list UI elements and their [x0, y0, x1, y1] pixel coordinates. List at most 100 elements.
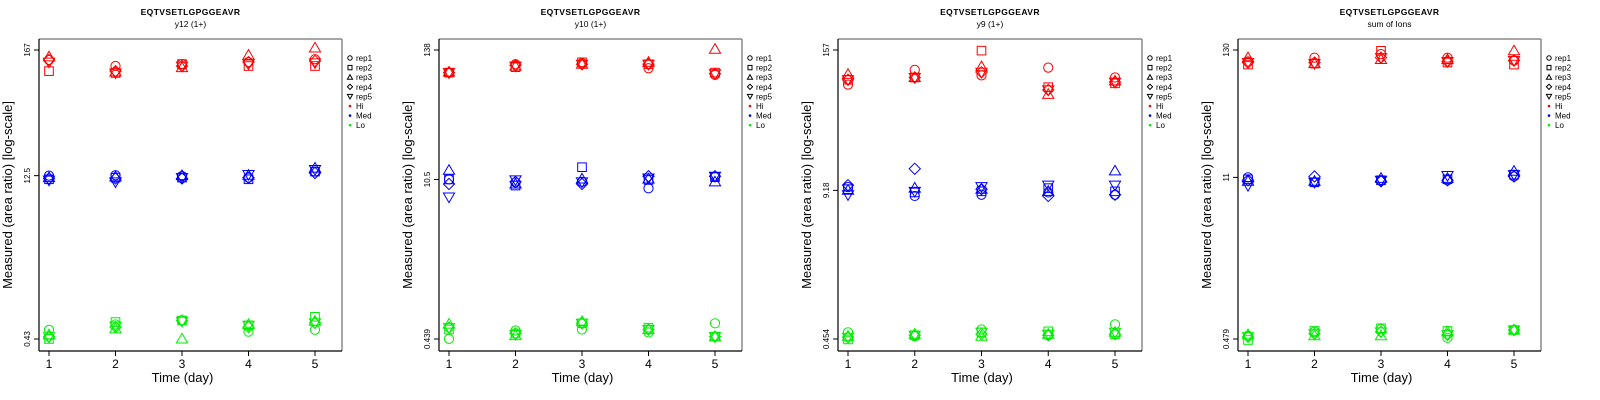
data-point-med-rep3	[42, 171, 56, 183]
data-point-med-rep2	[444, 174, 454, 185]
legend-marker-lo	[1148, 123, 1152, 127]
data-point-hi-rep5	[308, 58, 322, 70]
data-point-lo-rep1	[1442, 332, 1453, 343]
legend-marker-hi	[1148, 104, 1152, 108]
data-point-hi-rep2	[976, 45, 987, 56]
legend-marker-lo	[348, 123, 352, 127]
data-point-med-rep4	[109, 172, 122, 185]
data-point-lo-rep3	[908, 327, 922, 339]
data-point-med-rep1	[643, 183, 654, 194]
legend-label-rep2: rep2	[756, 64, 773, 73]
data-point-hi-rep5	[442, 68, 456, 80]
data-point-hi-rep1	[909, 64, 920, 75]
data-point-med-rep5	[1374, 175, 1388, 187]
legend-marker-rep3	[1545, 73, 1553, 80]
data-point-lo-rep5	[908, 330, 922, 342]
data-point-med-rep3	[1374, 171, 1388, 183]
y-tick-label: 0.454	[822, 328, 831, 349]
data-point-hi-rep5	[841, 75, 855, 87]
data-point-med-rep4	[242, 171, 255, 184]
legend-marker-rep2	[347, 64, 353, 71]
data-point-lo-rep5	[308, 318, 322, 330]
x-tick-label: 3	[978, 357, 985, 371]
data-point-lo-rep2	[1043, 326, 1054, 337]
panel-subtitle: y10 (1+)	[575, 19, 607, 29]
x-axis-label: Time (day)	[951, 370, 1013, 385]
data-point-lo-rep1	[309, 324, 321, 335]
data-point-hi-rep5	[509, 61, 522, 73]
data-point-lo-rep3	[1041, 327, 1055, 339]
x-tick-label: 2	[512, 357, 519, 371]
legend-label-med: Med	[1156, 112, 1172, 121]
data-point-lo-rep5	[509, 330, 522, 342]
data-point-lo-rep5	[708, 332, 722, 344]
data-point-med-rep4	[442, 177, 456, 191]
y-tick-label: 138	[423, 43, 432, 57]
y-tick-label: 0.439	[423, 328, 432, 349]
legend-label-rep2: rep2	[1555, 64, 1572, 73]
panel-title: EQTVSETLGPGGEAVR	[1340, 7, 1440, 17]
legend-label-lo: Lo	[356, 121, 365, 130]
data-point-med-rep3	[841, 183, 855, 195]
legend-marker-rep4	[1545, 83, 1553, 91]
data-point-hi-rep4	[42, 53, 56, 67]
panel-1: EQTVSETLGPGGEAVR y12 (1+) 0.43 12.5 167 1 2 3 4 5…	[0, 7, 373, 385]
legend-label-med: Med	[756, 112, 772, 121]
x-tick-label: 1	[446, 357, 453, 371]
data-point-hi-rep1	[1043, 62, 1054, 73]
data-point-lo-rep5	[841, 332, 855, 344]
data-point-lo-rep2	[177, 315, 187, 326]
data-point-lo-rep5	[42, 332, 56, 344]
data-point-hi-rep5	[175, 61, 189, 73]
data-point-lo-rep5	[575, 318, 589, 330]
legend-marker-lo	[1547, 123, 1551, 127]
data-point-hi-rep5	[975, 67, 988, 79]
y-tick-label: 167	[23, 43, 32, 57]
legend-marker-rep1	[1546, 55, 1552, 61]
x-tick-label: 2	[1311, 357, 1318, 371]
data-point-lo-rep1	[842, 327, 854, 338]
x-tick-label: 1	[1245, 357, 1252, 371]
legend-label-rep1: rep1	[756, 54, 773, 63]
legend-label-rep1: rep1	[1156, 54, 1173, 63]
x-axis-label: Time (day)	[1351, 370, 1413, 385]
legend-label-rep5: rep5	[756, 92, 773, 101]
data-point-lo-rep2	[1243, 335, 1253, 345]
x-tick-label: 3	[579, 357, 586, 371]
x-tick-label: 5	[312, 357, 319, 371]
x-tick-label: 1	[46, 357, 53, 371]
legend-marker-rep4	[1146, 83, 1154, 91]
x-tick-label: 2	[112, 357, 119, 371]
data-point-hi-rep3	[975, 60, 988, 72]
legend-label-rep1: rep1	[356, 54, 373, 63]
x-tick-label: 4	[245, 357, 252, 371]
y-axis-label: Measured (area ratio) [log-scale]	[0, 101, 15, 289]
data-point-hi-rep5	[908, 73, 922, 85]
legend-marker-rep5	[346, 93, 354, 101]
data-point-med-rep4	[308, 166, 322, 180]
data-point-lo-rep1	[243, 326, 254, 337]
data-point-lo-rep3	[841, 329, 855, 341]
data-point-med-rep4	[1441, 173, 1454, 187]
legend-marker-rep1	[1147, 55, 1153, 61]
data-point-med-rep1	[443, 174, 455, 185]
data-point-med-rep4	[1241, 173, 1255, 187]
legend-label-lo: Lo	[756, 121, 765, 130]
legend-marker-med	[348, 114, 352, 117]
data-point-hi-rep5	[1507, 56, 1521, 68]
panel-subtitle: sum of Ions	[1368, 19, 1412, 29]
data-point-lo-rep1	[443, 333, 455, 344]
data-point-lo-rep3	[1507, 323, 1521, 335]
data-point-med-rep5	[1041, 180, 1055, 192]
data-point-med-rep5	[242, 170, 255, 182]
x-tick-label: 3	[179, 357, 186, 371]
data-point-lo-rep5	[1241, 332, 1255, 344]
y-tick-label: 12.5	[23, 167, 32, 183]
legend-marker-hi	[348, 104, 352, 108]
data-point-med-rep5	[1507, 170, 1521, 182]
data-point-med-rep4	[1041, 189, 1055, 203]
y-tick-label: 0.479	[1222, 328, 1231, 349]
data-point-hi-rep5	[1041, 85, 1055, 97]
legend-label-med: Med	[356, 112, 372, 121]
